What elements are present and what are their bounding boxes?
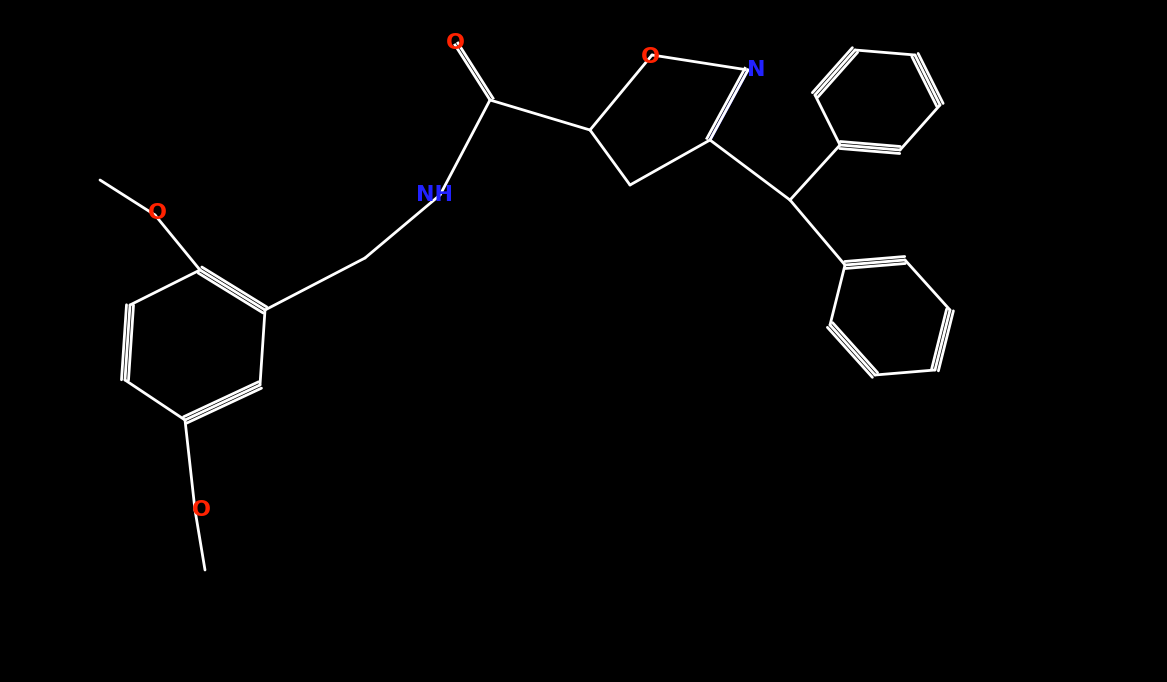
- Text: O: O: [191, 500, 210, 520]
- Text: O: O: [446, 33, 464, 53]
- Text: NH: NH: [417, 185, 454, 205]
- Text: O: O: [147, 203, 167, 223]
- Text: N: N: [747, 60, 766, 80]
- Text: O: O: [641, 47, 659, 67]
